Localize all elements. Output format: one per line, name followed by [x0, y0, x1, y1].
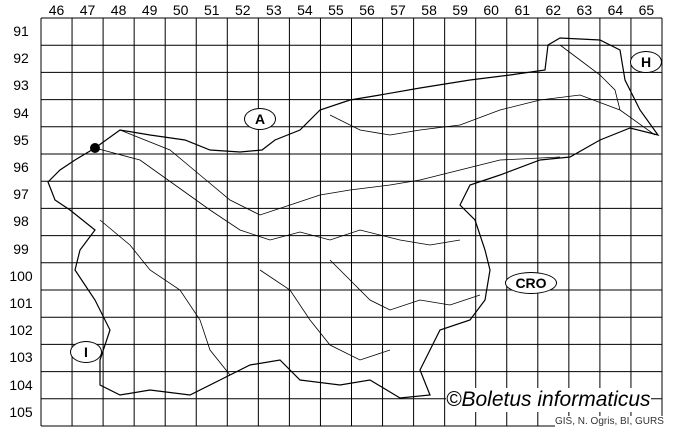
- credit-text: GIS, N. Ogris, BI, GURS: [555, 416, 664, 427]
- column-label: 48: [110, 2, 127, 18]
- row-label: 105: [9, 403, 33, 420]
- column-label: 59: [452, 2, 468, 18]
- column-label: 64: [607, 2, 624, 18]
- row-label: 99: [13, 240, 29, 257]
- country-label-croatia: CRO: [505, 272, 557, 294]
- column-label: 63: [576, 2, 593, 18]
- row-label: 93: [13, 77, 29, 94]
- column-label: 51: [203, 2, 220, 18]
- column-label: 53: [266, 2, 282, 18]
- column-label: 61: [514, 2, 531, 18]
- column-label: 56: [359, 2, 375, 18]
- row-label: 104: [9, 376, 33, 393]
- column-label: 60: [483, 2, 499, 18]
- column-label: 62: [545, 2, 562, 18]
- column-label: 57: [390, 2, 406, 18]
- row-label: 92: [13, 50, 29, 67]
- column-label: 54: [297, 2, 313, 18]
- rivers: [94, 44, 656, 376]
- copyright-text: ©Boletus informaticus: [446, 388, 651, 412]
- country-label-austria: A: [244, 108, 276, 130]
- country-label-hungary: H: [630, 51, 662, 73]
- grid-lines: [40, 17, 663, 427]
- column-label: 50: [172, 2, 189, 18]
- row-label: 94: [13, 104, 29, 121]
- record-dot: [90, 143, 100, 153]
- row-label: 97: [13, 186, 29, 203]
- column-label: 65: [638, 2, 655, 18]
- row-label: 95: [13, 131, 29, 148]
- row-label: 102: [9, 322, 33, 339]
- row-label: 101: [9, 295, 33, 311]
- row-label: 96: [13, 159, 29, 175]
- row-label: 103: [9, 349, 33, 366]
- row-label: 98: [13, 213, 29, 230]
- column-label: 55: [328, 2, 344, 18]
- row-label: 100: [9, 267, 33, 284]
- border-outline: [47, 37, 660, 399]
- column-label: 49: [141, 2, 158, 18]
- country-label-italy: I: [70, 341, 102, 363]
- row-label: 91: [13, 23, 29, 39]
- column-label: 46: [48, 2, 65, 18]
- column-label: 52: [235, 2, 251, 18]
- column-label: 58: [421, 2, 437, 18]
- column-label: 47: [79, 2, 96, 18]
